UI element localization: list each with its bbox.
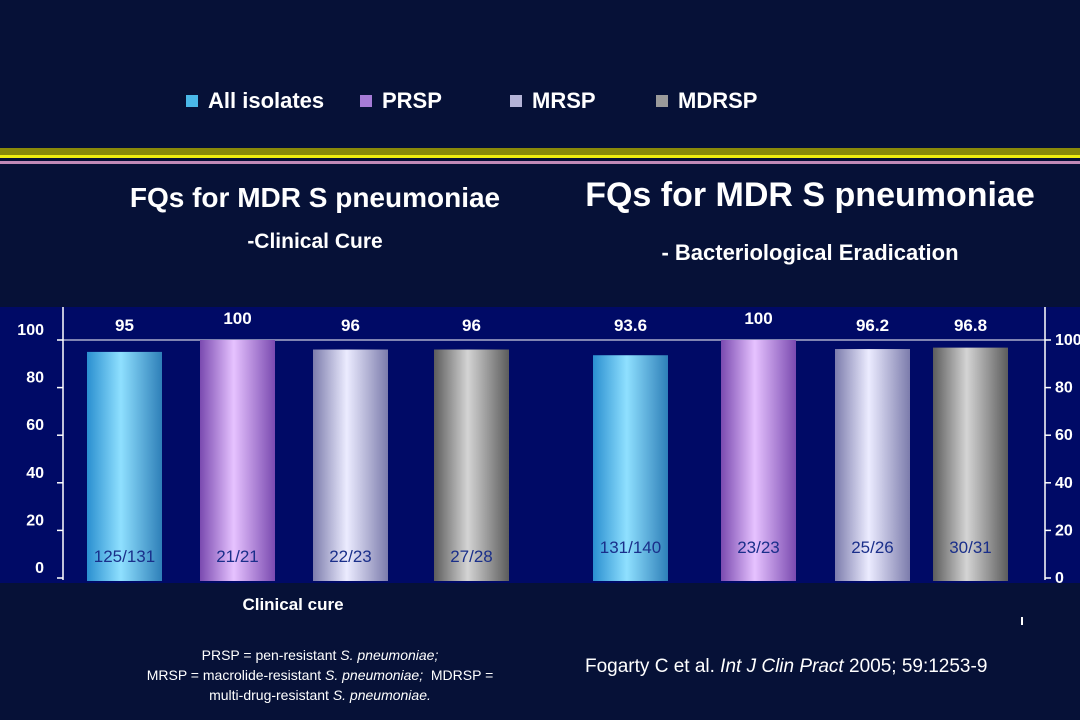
bar-value-label: 100 [223,309,251,328]
footnote-line-2: MRSP = macrolide-resistant S. pneumoniae… [100,665,540,685]
legend-label: All isolates [208,88,325,113]
left-chart-title: FQs for MDR S pneumoniae [129,182,501,213]
bar [835,349,910,581]
right-y-tick-label: 80 [1055,380,1073,397]
legend-swatch [656,95,668,107]
legend-label: MDRSP [678,88,758,113]
bar [933,347,1008,581]
citation: Fogarty C et al. Int J Clin Pract 2005; … [585,656,987,678]
footnote-line-3: multi-drug-resistant S. pneumoniae. [100,685,540,705]
bar-chart: 0 0 20 20 40 40 60 60 80 80 100 100 95 125/131 100 21/… [0,307,1080,587]
bar-value-label: 96.2 [856,316,889,335]
bar-ratio-label: 131/140 [600,538,661,557]
right-y-tick-label: 100 [1055,332,1080,349]
right-chart-subtitle: - Bacteriological Eradication [661,240,959,265]
left-y-tick-label: 80 [26,370,44,387]
right-y-tick-label: 20 [1055,522,1073,539]
bar-ratio-label: 25/26 [851,538,894,557]
bar [593,355,668,581]
legend-label: PRSP [382,88,442,113]
bar-value-label: 96.8 [954,316,987,335]
bar-value-label: 100 [744,309,772,328]
x-category-label: Clinical cure [242,595,344,614]
footnote-italic: S. pneumoniae; [340,647,439,663]
right-y-tick-label: 0 [1055,570,1064,587]
footnote-italic: S. pneumoniae; [325,667,424,683]
bar-value-label: 96 [462,316,481,335]
bar-ratio-label: 30/31 [949,538,992,557]
legend-item-prsp: PRSP [360,88,442,114]
left-y-tick-label: 100 [17,322,44,339]
bar [313,349,388,581]
footnote-text: MDRSP = [423,667,494,683]
stray-tick-mark [1021,617,1023,625]
footnote-text: multi-drug-resistant [209,687,333,703]
legend-item-mdrsp: MDRSP [656,88,757,114]
legend-swatch [186,95,198,107]
footnote-line-1: PRSP = pen-resistant S. pneumoniae; [100,645,540,665]
footnote: PRSP = pen-resistant S. pneumoniae; MRSP… [100,645,540,705]
chart-legend: All isolates PRSP MRSP MDRSP [180,88,820,118]
right-chart-title: FQs for MDR S pneumoniae [585,176,1035,214]
bar-ratio-label: 23/23 [737,538,780,557]
footnote-italic: S. pneumoniae. [332,687,431,703]
legend-swatch [510,95,522,107]
left-y-tick-label: 60 [26,417,44,434]
legend-item-mrsp: MRSP [510,88,596,114]
divider-band-pink [0,161,1080,164]
bar [87,351,162,581]
legend-label: MRSP [532,88,596,113]
citation-authors: Fogarty C et al. [585,656,721,677]
citation-details: 2005; 59:1253-9 [843,656,988,677]
bar-ratio-label: 125/131 [94,547,155,566]
bar [434,349,509,581]
right-y-tick-label: 60 [1055,427,1073,444]
footnote-text: PRSP = pen-resistant [201,647,341,663]
footnote-text: MRSP = macrolide-resistant [146,667,326,683]
right-y-tick-label: 40 [1055,475,1073,492]
legend-swatch [360,95,372,107]
bar-value-label: 95 [115,316,134,335]
bar-ratio-label: 21/21 [216,547,259,566]
bar [721,340,796,581]
left-chart-subtitle: -Clinical Cure [247,230,383,253]
left-y-tick-label: 40 [26,465,44,482]
left-y-tick-label: 0 [35,560,44,577]
bar-value-label: 96 [341,316,360,335]
bar-ratio-label: 22/23 [329,547,372,566]
divider-band-yellow [0,155,1080,158]
bar [200,340,275,581]
left-y-tick-label: 20 [26,512,44,529]
bar-ratio-label: 27/28 [450,547,493,566]
legend-item-all-isolates: All isolates [186,88,324,114]
divider-band-olive [0,148,1080,155]
bar-value-label: 93.6 [614,316,647,335]
citation-journal: Int J Clin Pract [720,656,844,677]
